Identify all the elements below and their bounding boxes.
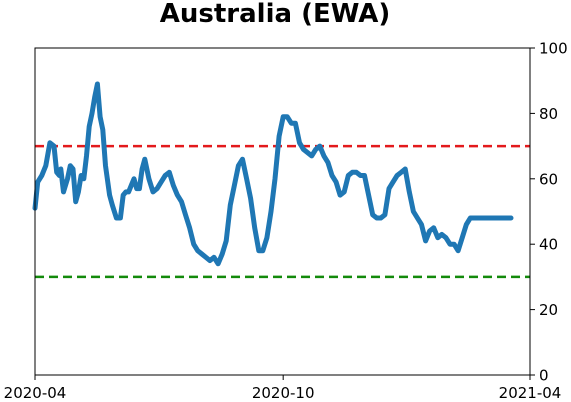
x-tick-label: 2020-04 — [4, 384, 67, 402]
reference-lines — [35, 144, 530, 279]
y-tick-label: 0 — [539, 367, 549, 385]
y-tick-label: 80 — [539, 105, 558, 123]
series-line — [32, 81, 514, 267]
chart-title: Australia (EWA) — [160, 0, 390, 29]
x-tick-label: 2021-04 — [499, 384, 562, 402]
plot-frame — [34, 47, 531, 376]
y-axis: 0 20 40 60 80 100 — [530, 40, 568, 385]
y-tick-label: 40 — [539, 236, 558, 254]
y-tick-label: 20 — [539, 301, 558, 319]
series-layer — [32, 81, 514, 267]
y-tick-label: 100 — [539, 40, 568, 58]
x-axis: 2020-04 2020-10 2021-04 — [4, 375, 562, 402]
x-tick-label: 2020-10 — [252, 384, 315, 402]
y-tick-label: 60 — [539, 170, 558, 188]
